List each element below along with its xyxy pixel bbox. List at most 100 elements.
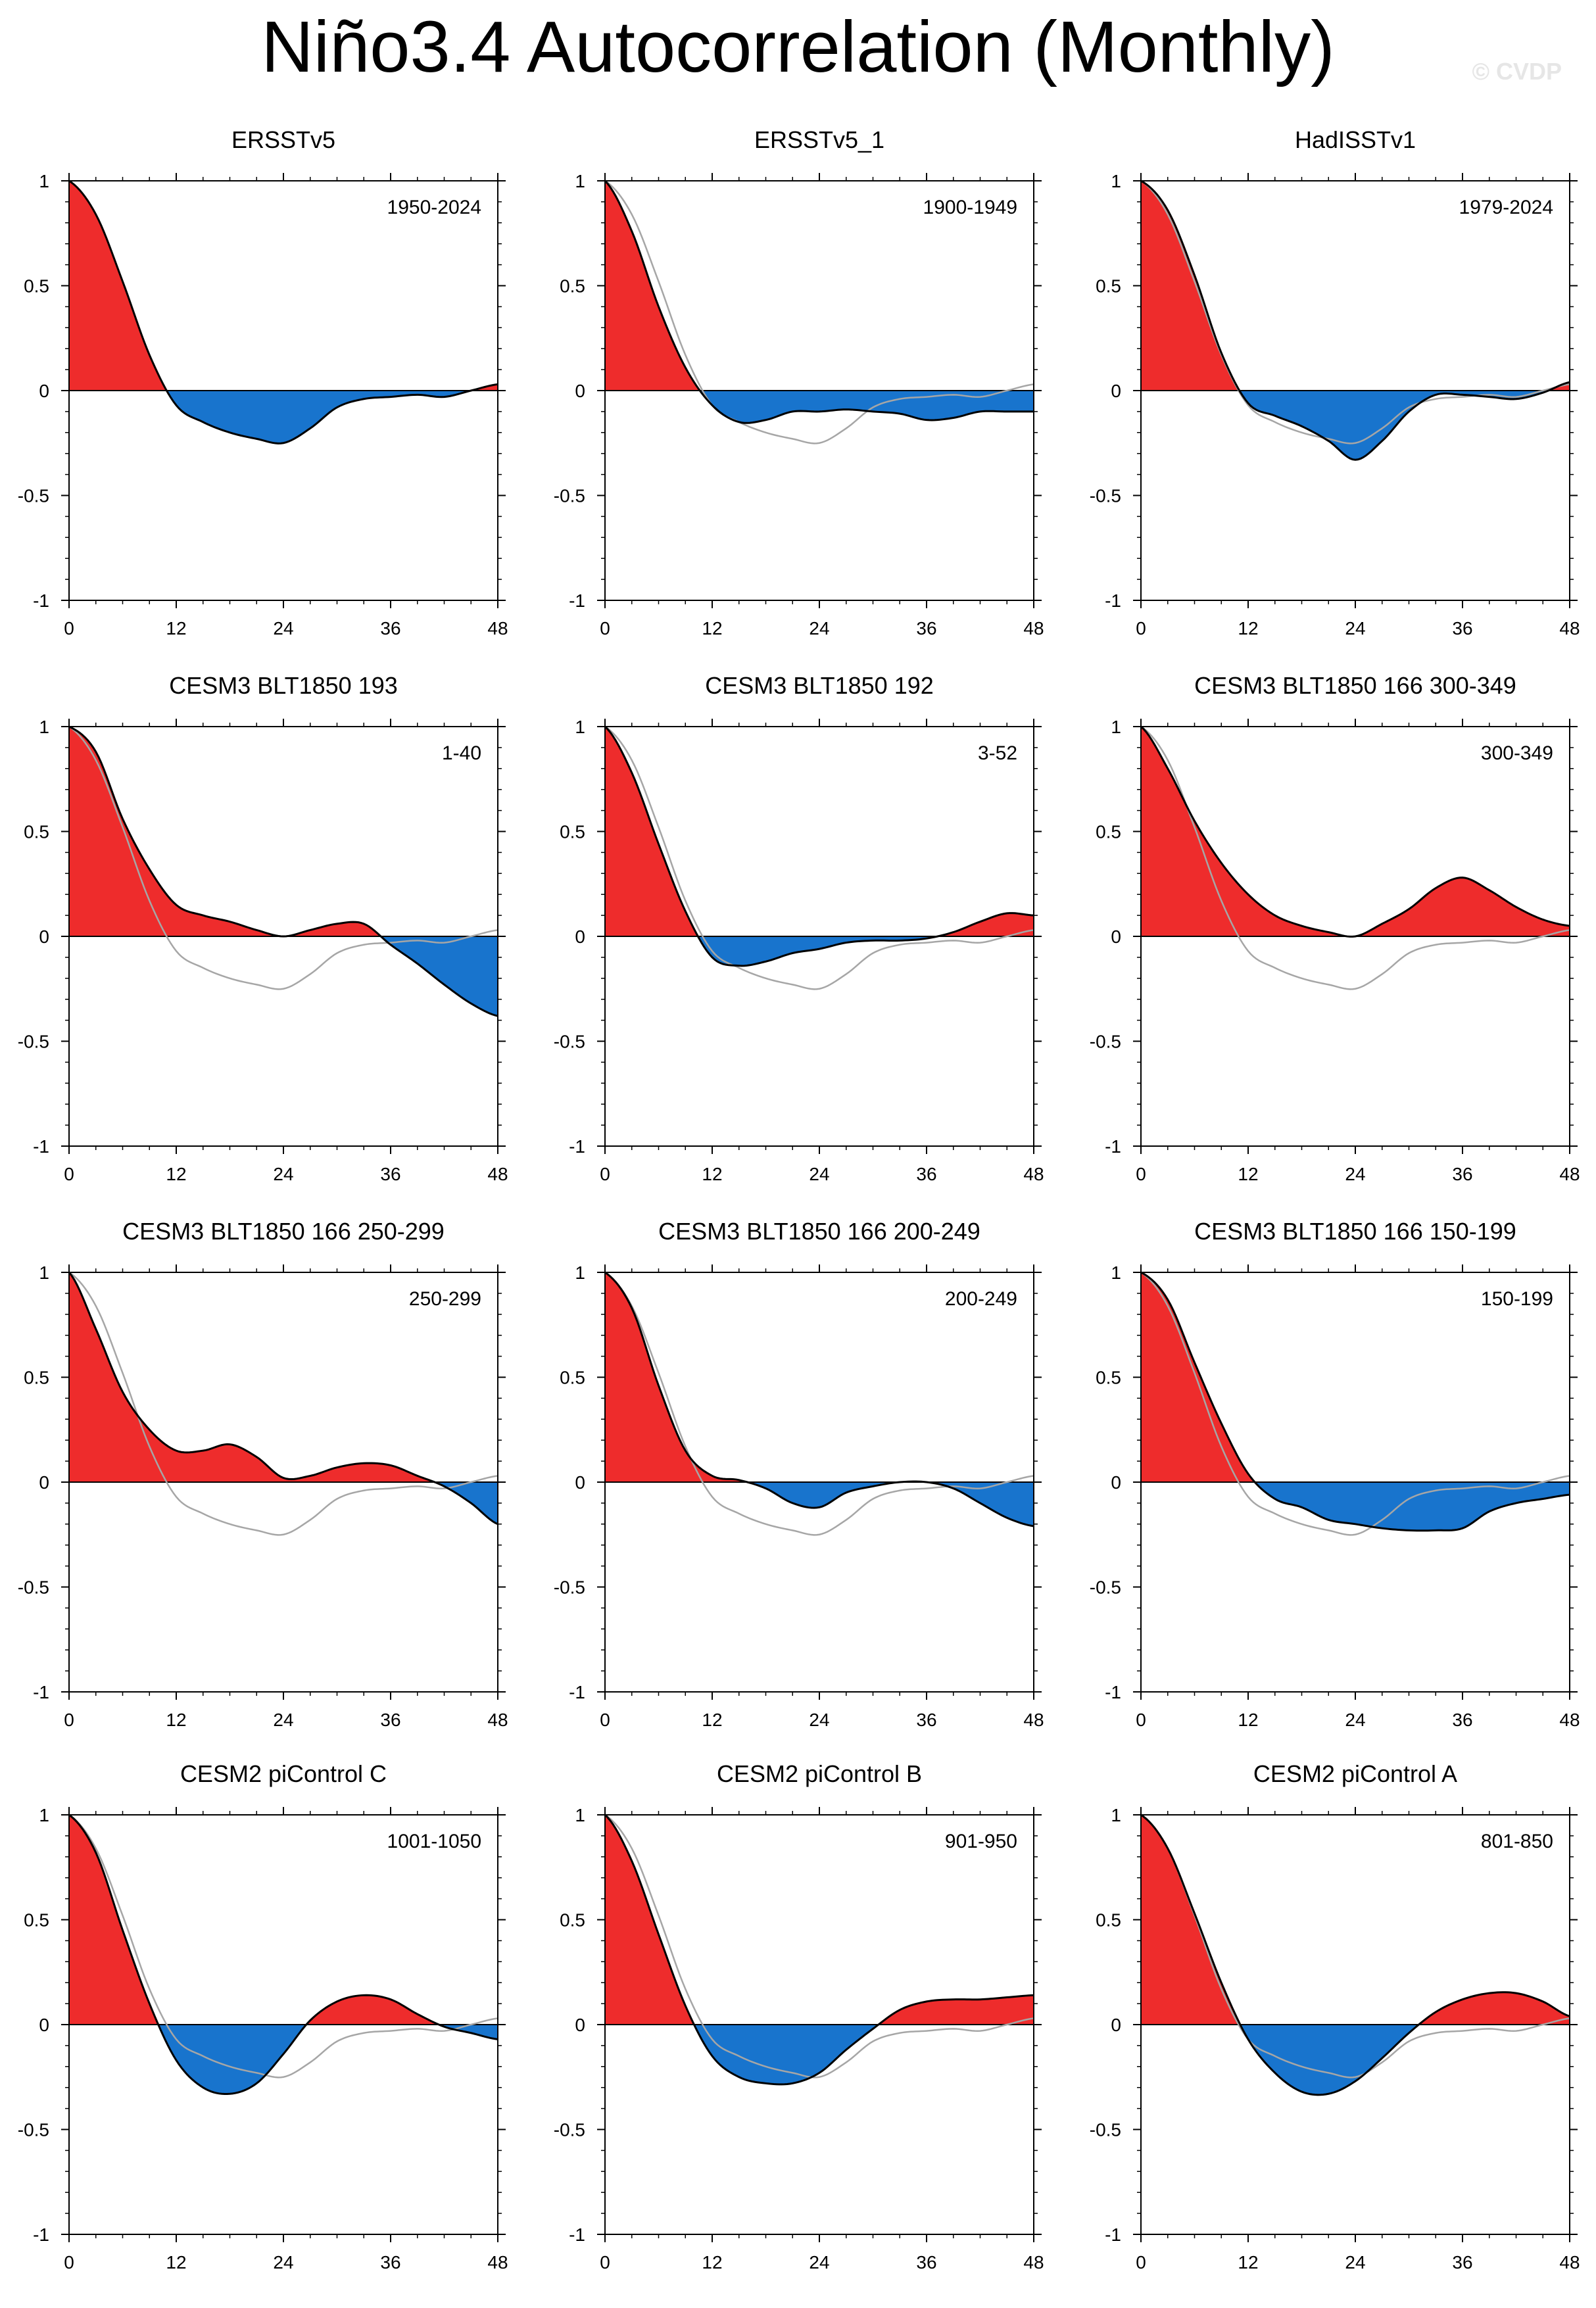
x-tick-label: 0	[64, 2252, 74, 2272]
y-tick-label: 0	[39, 2015, 49, 2035]
y-tick-label: 0	[1111, 381, 1121, 401]
series-line	[1140, 725, 1570, 938]
x-tick-label: 36	[380, 1710, 400, 1730]
x-tick-label: 24	[809, 1710, 829, 1730]
x-tick-label: 24	[1345, 1710, 1365, 1730]
autocorrelation-panel: 1 0.5 0 -0.5 -1 0 12 24 36 48 CESM2 piControl C 100…	[0, 1749, 532, 2296]
y-tick-label: 0	[1111, 2015, 1121, 2035]
x-tick-label: 48	[1023, 1164, 1044, 1184]
negative-area	[1141, 391, 1570, 460]
panel-title: CESM3 BLT1850 166 250-299	[122, 1218, 445, 1245]
panel-plot: 1 0.5 0 -0.5 -1 0 12 24 36 48 CESM2 piControl B 901…	[554, 1760, 1044, 2272]
panel-plot: 1 0.5 0 -0.5 -1 0 12 24 36 48 CESM3 BLT1850 166 25…	[18, 1218, 508, 1730]
x-tick-label: 24	[1345, 618, 1365, 638]
autocorrelation-panel: 1 0.5 0 -0.5 -1 0 12 24 36 48 CESM3 BLT1850 192 3-5…	[536, 661, 1068, 1208]
y-tick-label: 1	[39, 1262, 49, 1283]
autocorrelation-panel: 1 0.5 0 -0.5 -1 0 12 24 36 48 CESM2 piControl A 801…	[1072, 1749, 1596, 2296]
panel-plot: 1 0.5 0 -0.5 -1 0 12 24 36 48 ERSSTv5 1950-2024	[18, 126, 508, 638]
y-tick-label: 1	[575, 1805, 585, 1825]
y-tick-label: -1	[569, 2224, 585, 2245]
y-tick-label: -0.5	[554, 1032, 585, 1052]
y-tick-label: -1	[1105, 2224, 1121, 2245]
autocorrelation-panel: 1 0.5 0 -0.5 -1 0 12 24 36 48 CESM3 BLT1850 166 15…	[1072, 1207, 1596, 1754]
x-tick-label: 48	[1023, 1710, 1044, 1730]
x-tick-label: 12	[166, 2252, 186, 2272]
y-tick-label: -1	[1105, 1682, 1121, 1702]
panel-title: CESM2 piControl C	[180, 1760, 387, 1787]
y-tick-label: -0.5	[1090, 1577, 1121, 1598]
panel-title: ERSSTv5	[231, 126, 335, 153]
x-tick-label: 0	[600, 1710, 610, 1730]
reference-line	[1140, 725, 1570, 990]
reference-line	[604, 180, 1034, 445]
panel-title: CESM2 piControl A	[1253, 1760, 1457, 1787]
panel-title: HadISSTv1	[1295, 126, 1416, 153]
y-tick-label: -0.5	[554, 486, 585, 506]
series-line	[604, 180, 1034, 424]
panel-title: CESM3 BLT1850 193	[169, 672, 398, 699]
autocorrelation-panel: 1 0.5 0 -0.5 -1 0 12 24 36 48 CESM2 piControl B 901…	[536, 1749, 1068, 2296]
series-line	[1140, 180, 1570, 461]
y-tick-label: 1	[39, 1805, 49, 1825]
y-tick-label: 1	[39, 171, 49, 191]
period-label: 150-199	[1481, 1288, 1553, 1310]
negative-area	[605, 391, 1034, 423]
negative-area	[1141, 2025, 1570, 2095]
panel-plot: 1 0.5 0 -0.5 -1 0 12 24 36 48 CESM3 BLT1850 166 20…	[554, 1218, 1044, 1730]
reference-line	[68, 725, 498, 990]
x-tick-label: 12	[166, 1710, 186, 1730]
positive-area	[69, 727, 498, 936]
y-tick-label: -0.5	[18, 486, 49, 506]
negative-area	[605, 1482, 1034, 1526]
x-tick-label: 0	[1136, 1710, 1146, 1730]
y-tick-label: 0	[1111, 926, 1121, 947]
y-tick-label: -0.5	[554, 2120, 585, 2140]
y-tick-label: 0	[39, 926, 49, 947]
negative-area	[1141, 1482, 1570, 1531]
positive-area	[605, 1272, 1034, 1482]
positive-area	[69, 1272, 498, 1482]
negative-area	[605, 2025, 1034, 2084]
reference-line	[68, 1814, 498, 2079]
positive-area	[605, 1815, 1034, 2025]
panel-plot: 1 0.5 0 -0.5 -1 0 12 24 36 48 CESM2 piControl C 100…	[18, 1760, 508, 2272]
negative-area	[69, 2025, 498, 2094]
x-tick-label: 36	[916, 618, 936, 638]
y-tick-label: 1	[39, 717, 49, 737]
x-tick-label: 36	[1452, 2252, 1472, 2272]
y-tick-label: -1	[569, 590, 585, 611]
y-tick-label: -0.5	[554, 1577, 585, 1598]
panel-title: CESM2 piControl B	[717, 1760, 922, 1787]
x-tick-label: 12	[166, 1164, 186, 1184]
panel-plot: 1 0.5 0 -0.5 -1 0 12 24 36 48 CESM3 BLT1850 166 15…	[1090, 1218, 1580, 1730]
y-tick-label: 1	[1111, 1805, 1121, 1825]
x-tick-label: 48	[1023, 618, 1044, 638]
x-tick-label: 12	[1238, 2252, 1258, 2272]
y-tick-label: -0.5	[18, 2120, 49, 2140]
x-tick-label: 36	[916, 2252, 936, 2272]
x-tick-label: 36	[1452, 618, 1472, 638]
y-tick-label: 1	[575, 1262, 585, 1283]
x-tick-label: 36	[1452, 1164, 1472, 1184]
reference-line	[1140, 1814, 1570, 2079]
panel-plot: 1 0.5 0 -0.5 -1 0 12 24 36 48 HadISSTv1 1979-2024	[1090, 126, 1580, 638]
panel-plot: 1 0.5 0 -0.5 -1 0 12 24 36 48 CESM3 BLT1850 166 30…	[1090, 672, 1580, 1184]
x-tick-label: 0	[1136, 2252, 1146, 2272]
y-tick-label: -0.5	[1090, 2120, 1121, 2140]
panel-plot: 1 0.5 0 -0.5 -1 0 12 24 36 48 CESM3 BLT1850 192 3-5…	[554, 672, 1044, 1184]
y-tick-label: 0.5	[24, 1910, 49, 1931]
reference-line	[1140, 1271, 1570, 1536]
positive-area	[605, 727, 1034, 936]
x-tick-label: 0	[600, 618, 610, 638]
x-tick-label: 48	[487, 618, 508, 638]
panel-title: CESM3 BLT1850 192	[705, 672, 934, 699]
x-tick-label: 36	[380, 2252, 400, 2272]
series-line	[604, 725, 1034, 967]
panel-plot: 1 0.5 0 -0.5 -1 0 12 24 36 48 CESM3 BLT1850 193 1-4…	[18, 672, 508, 1184]
reference-line	[1140, 180, 1570, 445]
series-line	[604, 1271, 1034, 1527]
series-line	[1140, 1271, 1570, 1532]
y-tick-label: -1	[33, 1136, 49, 1157]
negative-area	[69, 936, 498, 1017]
y-tick-label: -1	[1105, 1136, 1121, 1157]
